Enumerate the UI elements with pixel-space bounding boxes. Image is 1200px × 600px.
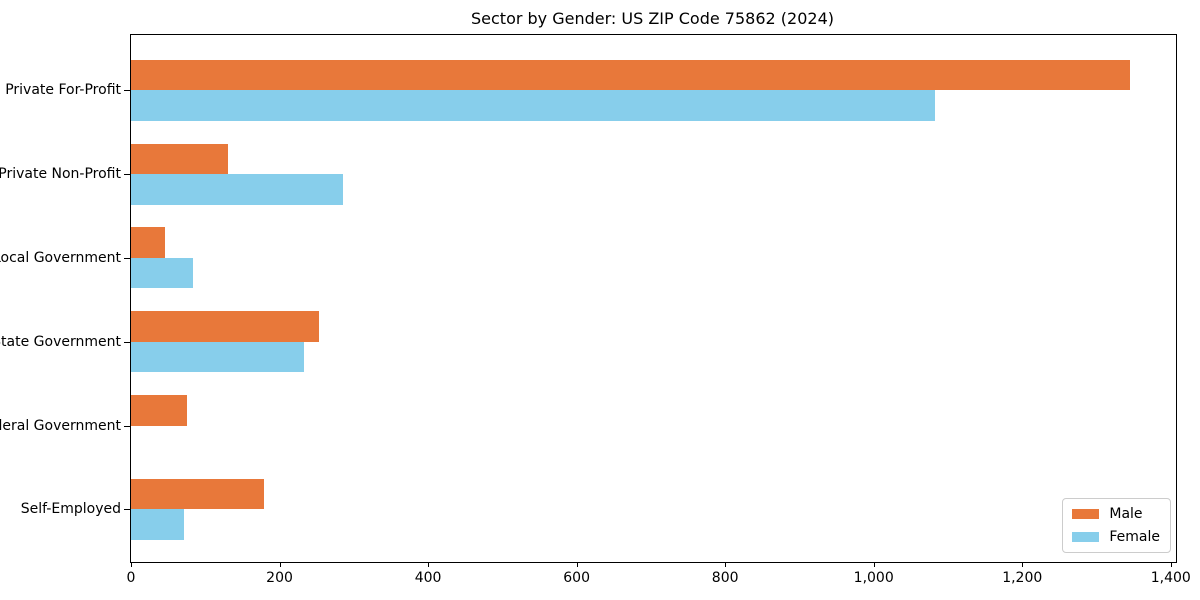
x-axis-tick	[576, 562, 578, 567]
y-axis-tick-label-private-for-profit: Private For-Profit	[5, 82, 121, 99]
x-axis-tick	[428, 562, 430, 567]
x-axis-tick-label: 1,000	[853, 570, 894, 586]
legend-swatch-female	[1072, 532, 1100, 542]
y-axis-tick	[124, 425, 130, 427]
y-axis-tick	[124, 90, 130, 92]
y-axis-tick-label-private-non-profit: Private Non-Profit	[0, 166, 121, 183]
plot-area: 0 200 400 600 800 1,000 1,200 1,400 Private For-…	[0, 34, 1191, 586]
legend: Male Female	[1062, 498, 1171, 553]
legend-label-female: Female	[1109, 529, 1160, 545]
x-axis-tick	[279, 562, 281, 567]
y-axis-tick-label-state-government: State Government	[0, 333, 121, 350]
bar-male-private-non-profit	[131, 143, 228, 175]
bar-male-state-government	[131, 311, 319, 342]
x-axis-tick-label: 1,200	[1002, 570, 1043, 586]
bar-male-federal-government	[131, 395, 187, 426]
bar-female-local-government	[131, 257, 194, 289]
x-axis-tick-label: 200	[266, 570, 293, 586]
bar-male-private-for-profit	[131, 59, 1130, 91]
y-axis-tick-label-federal-government: Federal Government	[0, 417, 121, 434]
bar-female-private-non-profit	[131, 174, 344, 205]
bar-male-local-government	[131, 227, 166, 258]
y-axis-tick-label-local-government: Local Government	[0, 249, 121, 266]
x-axis-tick-label: 400	[414, 570, 442, 586]
x-axis-tick-label: 0	[126, 570, 136, 586]
bar-female-private-for-profit	[131, 90, 936, 121]
x-axis-tick	[1022, 562, 1024, 567]
y-axis-tick	[124, 257, 130, 259]
bar-female-state-government	[131, 341, 305, 373]
y-axis-tick	[124, 341, 130, 343]
y-axis-tick-label-self-employed: Self-Employed	[20, 501, 121, 518]
x-axis-tick	[873, 562, 875, 567]
legend-swatch-male	[1072, 509, 1100, 519]
x-axis-tick	[1170, 562, 1172, 567]
bar-female-self-employed	[131, 509, 185, 540]
legend-label-male: Male	[1109, 506, 1143, 522]
chart-title: Sector by Gender: US ZIP Code 75862 (202…	[471, 9, 834, 28]
y-axis-tick	[124, 174, 130, 176]
legend-entry-female: Female	[1072, 529, 1160, 545]
x-axis-tick-label: 600	[563, 570, 590, 586]
legend-entry-male: Male	[1072, 506, 1160, 522]
x-axis-tick-label: 1,400	[1150, 570, 1191, 586]
x-axis-tick	[725, 562, 727, 567]
x-axis-tick	[131, 562, 132, 567]
x-axis-tick-label: 800	[711, 570, 739, 586]
y-axis-tick	[124, 509, 130, 511]
bar-male-self-employed	[131, 478, 264, 510]
